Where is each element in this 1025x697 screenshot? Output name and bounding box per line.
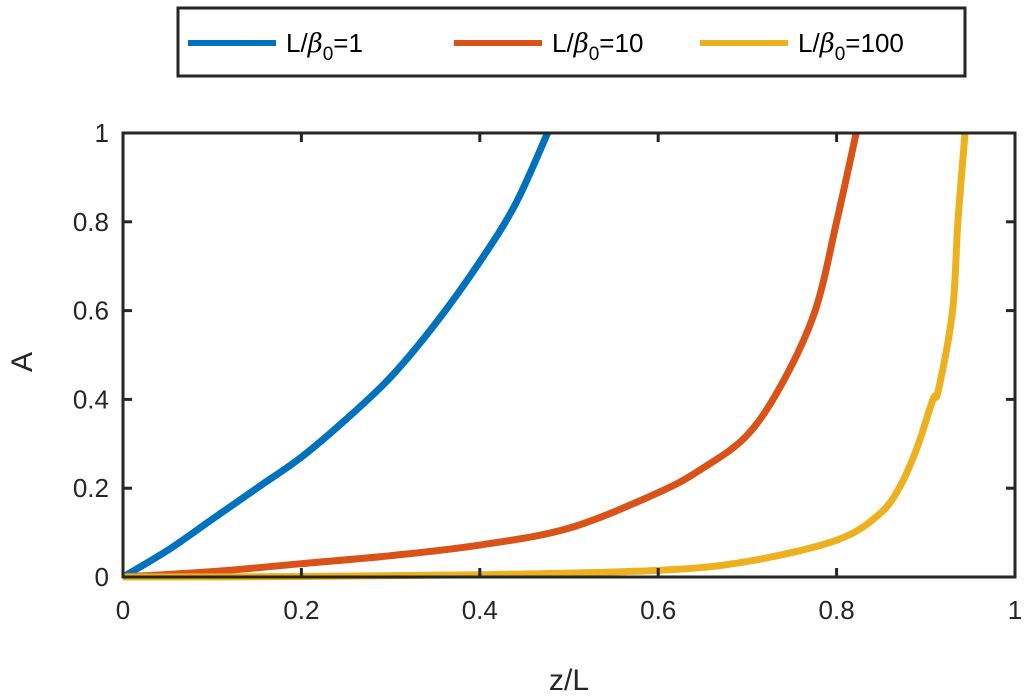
x-tick-label: 0.4 xyxy=(462,595,498,625)
y-tick-label: 0.6 xyxy=(73,296,109,326)
y-tick-label: 0.2 xyxy=(73,473,109,503)
plot-background xyxy=(123,133,1015,577)
x-tick-labels: 0 0.2 0.4 0.6 0.8 1 xyxy=(116,595,1022,625)
y-tick-label: 0.4 xyxy=(73,384,109,414)
axes-box xyxy=(121,131,1017,579)
plot-area xyxy=(121,131,1017,581)
legend-item-3: L/β0=100 xyxy=(700,28,904,65)
y-tick-label: 0.8 xyxy=(73,207,109,237)
legend: L/β0=1 L/β0=10 L/β0=100 xyxy=(176,6,967,78)
series-line-1 xyxy=(121,131,551,581)
y-tick-labels: 0 0.2 0.4 0.6 0.8 1 xyxy=(73,118,109,592)
legend-label: L/β0=1 xyxy=(286,28,363,65)
legend-label: L/β0=10 xyxy=(552,28,643,65)
x-axis-label: z/L xyxy=(549,664,589,697)
y-axis-label: A xyxy=(6,352,39,372)
y-tick-label: 0 xyxy=(95,562,109,592)
x-tick-label: 0 xyxy=(116,595,130,625)
legend-label: L/β0=100 xyxy=(798,28,904,65)
legend-box xyxy=(176,6,967,78)
x-tick-label: 0.2 xyxy=(283,595,319,625)
x-tick-label: 0.6 xyxy=(640,595,676,625)
series-line-2 xyxy=(122,132,860,581)
y-tick-label: 1 xyxy=(95,118,109,148)
x-tick-label: 1 xyxy=(1008,595,1022,625)
legend-item-2: L/β0=10 xyxy=(454,28,643,65)
legend-item-1: L/β0=1 xyxy=(188,28,363,65)
x-tick-label: 0.8 xyxy=(819,595,855,625)
